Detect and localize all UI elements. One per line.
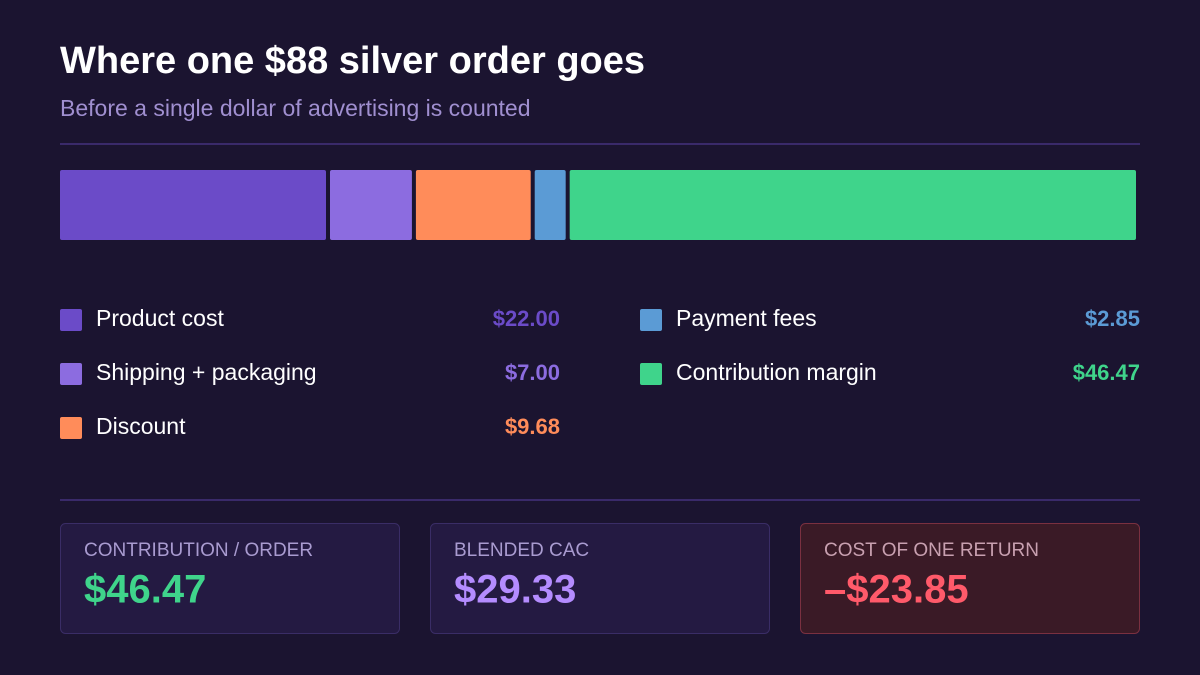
kpi-value: $46.47 (84, 568, 206, 612)
legend-swatch (60, 309, 82, 331)
kpi-card (430, 523, 770, 634)
legend-label: Shipping + packaging (96, 359, 317, 385)
kpi-label: CONTRIBUTION / ORDER (84, 540, 313, 561)
legend-label: Product cost (96, 305, 224, 331)
kpi-card (60, 523, 400, 634)
kpi-card (800, 523, 1140, 634)
legend-label: Payment fees (676, 305, 817, 331)
legend-swatch (60, 363, 82, 385)
legend-label: Discount (96, 413, 186, 439)
bar-segment (415, 170, 531, 240)
value-label: $7.00 (505, 360, 560, 385)
bar-segment (534, 170, 566, 240)
kpi-label: BLENDED CAC (454, 540, 589, 561)
kpi-value: $29.33 (454, 568, 576, 612)
legend-swatch (640, 363, 662, 385)
value-label: $2.85 (1085, 306, 1140, 331)
bar-segment (330, 170, 412, 240)
value-label: $22.00 (493, 306, 560, 331)
value-label: $46.47 (1073, 360, 1140, 385)
chart-title: Where one $88 silver order goes (60, 40, 645, 82)
chart-subtitle: Before a single dollar of advertising is… (60, 95, 531, 121)
legend-label: Contribution margin (676, 359, 877, 385)
legend-swatch (640, 309, 662, 331)
bar-segment (60, 170, 326, 240)
value-label: $9.68 (505, 414, 560, 439)
kpi-value: –$23.85 (824, 568, 969, 612)
bar-segment (569, 170, 1136, 240)
legend-swatch (60, 417, 82, 439)
kpi-label: COST OF ONE RETURN (824, 540, 1039, 561)
